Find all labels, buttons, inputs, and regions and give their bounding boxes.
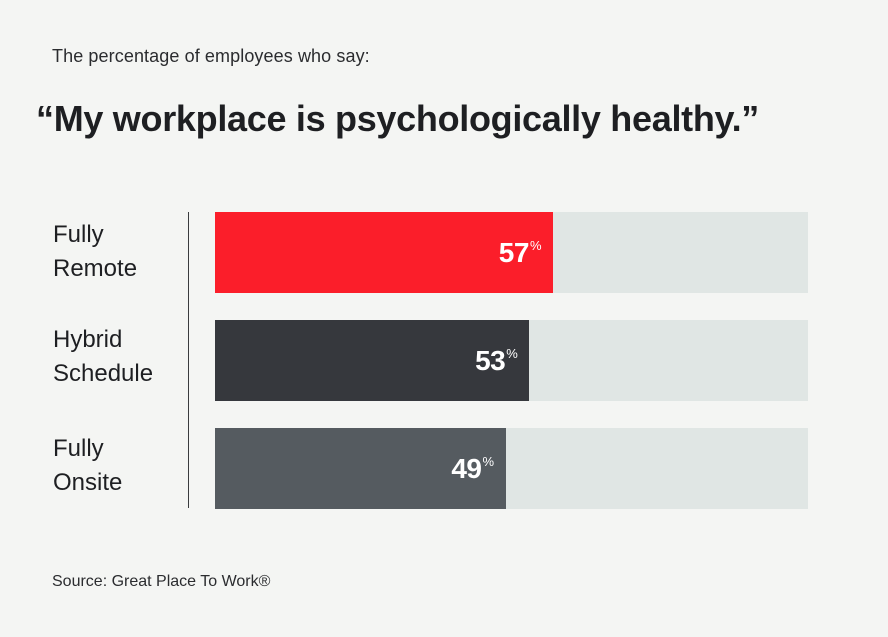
category-label-hybrid-schedule: Hybrid Schedule	[53, 326, 154, 387]
chart-subtitle: The percentage of employees who say:	[52, 46, 370, 66]
bar-fill-fully-onsite	[215, 428, 506, 509]
percent-unit: %	[529, 238, 542, 253]
value-label-fully-remote: 57%	[215, 212, 542, 293]
percent-unit: %	[506, 346, 518, 361]
percent-unit: %	[482, 454, 495, 469]
value-number: 49	[451, 452, 482, 484]
bar-fill-fully-remote	[215, 212, 553, 293]
value-number: 53	[475, 344, 506, 376]
category-axis-line	[188, 212, 189, 508]
category-label-fully-remote: Fully Remote	[53, 221, 138, 282]
bar-fill-hybrid-schedule	[215, 320, 530, 401]
category-label-fully-onsite: Fully Onsite	[53, 435, 123, 496]
value-label-hybrid-schedule: 53%	[215, 320, 518, 401]
bar-track-fully-remote: 57%	[215, 212, 808, 293]
bar-track-hybrid-schedule: 53%	[215, 320, 808, 401]
chart-title: “My workplace is psychologically healthy…	[36, 98, 759, 139]
source-note: Source: Great Place To Work®	[52, 573, 271, 590]
value-label-fully-onsite: 49%	[215, 428, 494, 509]
value-number: 57	[498, 236, 530, 268]
bar-track-fully-onsite: 49%	[215, 428, 808, 509]
